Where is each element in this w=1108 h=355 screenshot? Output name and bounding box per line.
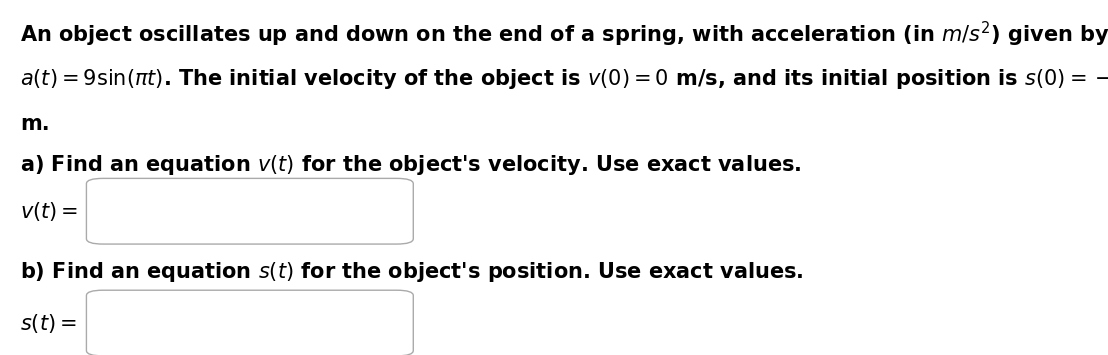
Text: b) Find an equation $s(t)$ for the object's position. Use exact values.: b) Find an equation $s(t)$ for the objec… [20,260,803,284]
Text: $a(t) = 9\sin(\pi t)$. The initial velocity of the object is $v(0) = 0$ m/s, and: $a(t) = 9\sin(\pi t)$. The initial veloc… [20,67,1108,92]
Text: a) Find an equation $v(t)$ for the object's velocity. Use exact values.: a) Find an equation $v(t)$ for the objec… [20,153,801,177]
FancyBboxPatch shape [86,178,413,244]
FancyBboxPatch shape [86,290,413,355]
Text: An object oscillates up and down on the end of a spring, with acceleration (in $: An object oscillates up and down on the … [20,20,1108,49]
Text: $s(t) =$: $s(t) =$ [20,312,76,334]
Text: m.: m. [20,114,50,133]
Text: $v(t) =$: $v(t) =$ [20,200,79,223]
